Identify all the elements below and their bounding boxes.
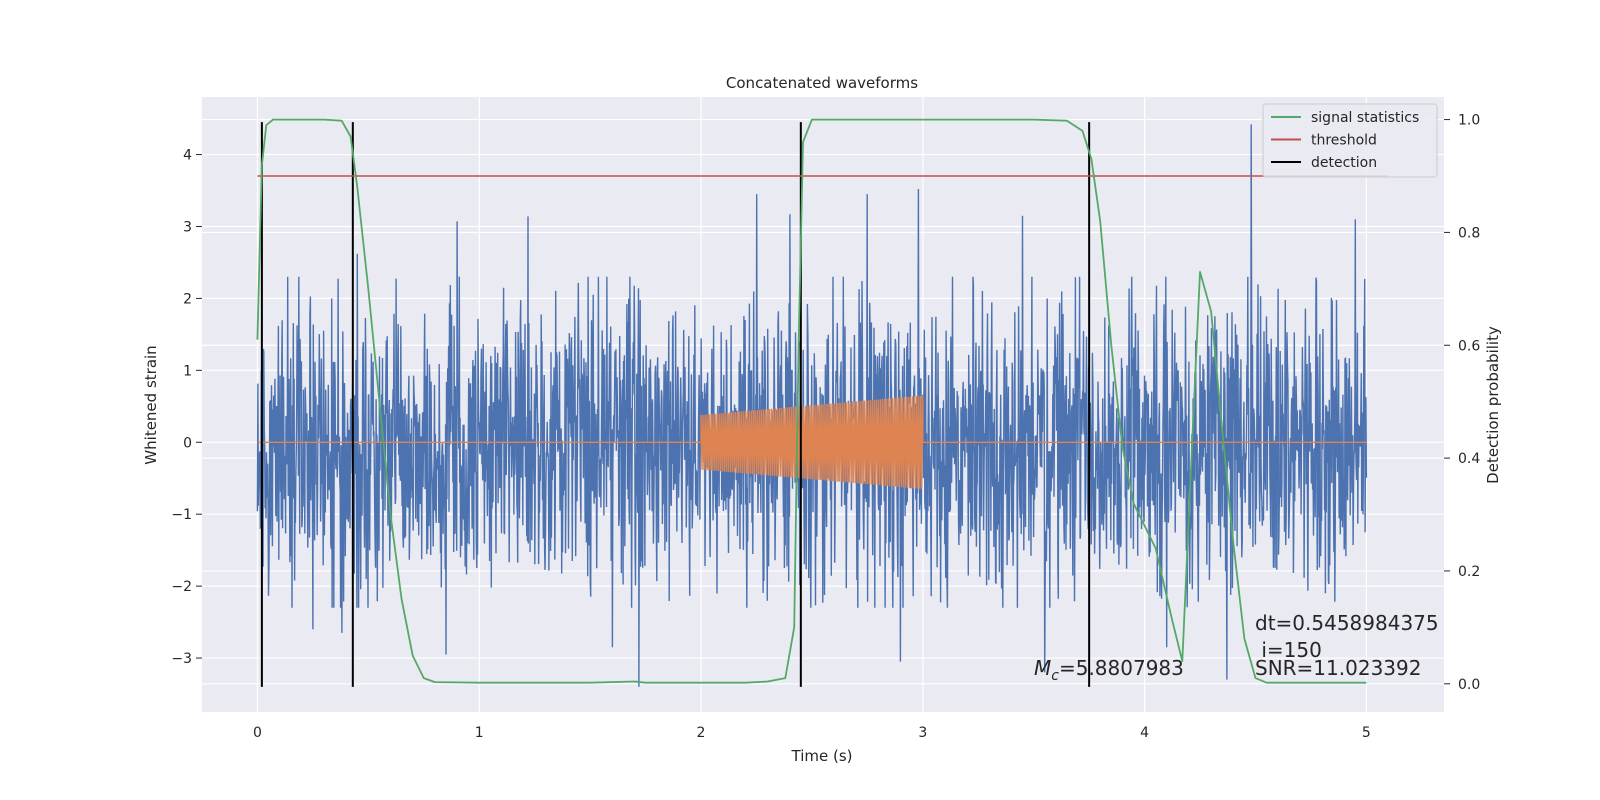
legend-label: detection xyxy=(1311,155,1377,171)
x-tick-label: 3 xyxy=(918,725,927,741)
y-right-tick-label: 0.4 xyxy=(1458,451,1480,467)
signal-series-line xyxy=(257,395,1367,489)
y-tick-label: 3 xyxy=(183,219,192,235)
x-axis-ticks: 0 1 2 3 4 5 xyxy=(253,725,1371,741)
legend-label: signal statistics xyxy=(1311,110,1419,126)
y-tick-label: 1 xyxy=(183,363,192,379)
legend-box xyxy=(1262,103,1438,178)
index-annotation: i=150 xyxy=(1255,638,1322,662)
x-tick-label: 1 xyxy=(475,725,484,741)
y-right-tick-label: 0.8 xyxy=(1458,225,1480,241)
y-tick-label: −1 xyxy=(171,507,192,523)
chirp-mass-annotation: Mc=5.8807983 xyxy=(1034,656,1184,684)
y-tick-label: −3 xyxy=(171,651,192,667)
y-axis-ticks: −3 −2 −1 0 1 2 3 4 xyxy=(171,148,202,667)
y-axis-right-ticks: 0.0 0.2 0.4 0.6 0.8 1.0 xyxy=(1444,113,1480,693)
y-tick-label: −2 xyxy=(171,579,192,595)
y-right-tick-label: 0.0 xyxy=(1458,677,1480,693)
y-tick-label: 0 xyxy=(183,435,192,451)
chirp-mass-symbol: M xyxy=(1034,656,1051,680)
chart-title: Concatenated waveforms xyxy=(726,74,918,92)
legend-label: threshold xyxy=(1311,133,1377,149)
y-tick-label: 2 xyxy=(183,291,192,307)
y-tick-label: 4 xyxy=(183,148,192,164)
signal-statistics-line xyxy=(256,118,1367,684)
y-axis-label: Whitened strain xyxy=(142,345,160,464)
chirp-mass-subscript: c xyxy=(1051,668,1059,684)
legend: signal statistics threshold detection xyxy=(1262,103,1438,178)
x-tick-label: 2 xyxy=(697,725,706,741)
chirp-mass-value: =5.8807983 xyxy=(1059,656,1184,680)
snr-annotation: SNR=11.023392 xyxy=(1255,656,1421,680)
y-axis-right-label: Detection probability xyxy=(1484,326,1502,484)
y-right-tick-label: 0.2 xyxy=(1458,564,1480,580)
x-axis-label: Time (s) xyxy=(791,747,853,765)
x-tick-label: 0 xyxy=(253,725,262,741)
y-right-tick-label: 0.6 xyxy=(1458,338,1480,354)
x-tick-label: 5 xyxy=(1362,725,1371,741)
chart-marks xyxy=(256,118,1389,687)
y-right-tick-label: 1.0 xyxy=(1458,113,1480,129)
dt-annotation: dt=0.5458984375 xyxy=(1255,611,1439,635)
x-tick-label: 4 xyxy=(1140,725,1149,741)
